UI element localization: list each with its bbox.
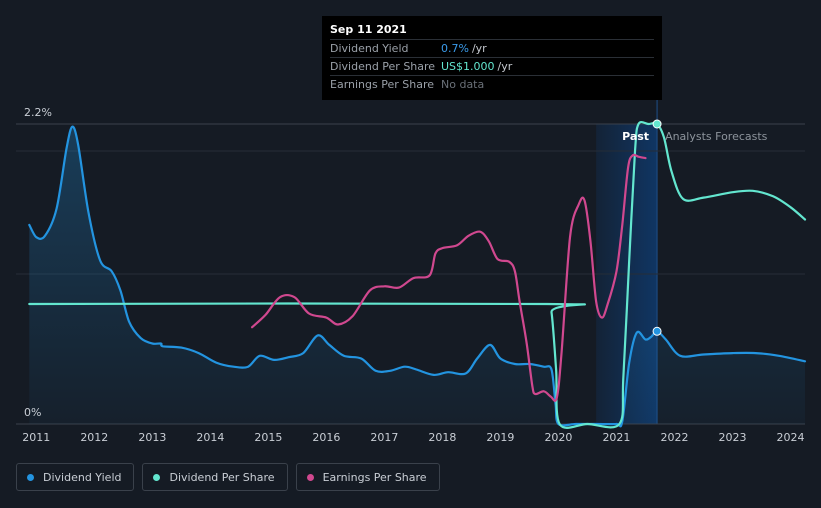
legend: Dividend Yield Dividend Per Share Earnin… — [16, 463, 440, 491]
forecast-label: Analysts Forecasts — [665, 130, 768, 143]
legend-label: Dividend Per Share — [169, 470, 275, 484]
x-tick-label: 2024 — [776, 431, 804, 444]
x-tick-label: 2013 — [138, 431, 166, 444]
legend-item-dividend-per-share[interactable]: Dividend Per Share — [142, 463, 288, 491]
dividend-yield-area — [29, 126, 806, 427]
legend-dot-icon — [27, 473, 34, 481]
dividend-per-share-marker — [652, 119, 662, 129]
x-tick-label: 2011 — [22, 431, 50, 444]
x-tick-label: 2015 — [254, 431, 282, 444]
tooltip-value: US$1.000/yr — [441, 58, 512, 75]
x-tick-label: 2012 — [80, 431, 108, 444]
past-label: Past — [622, 130, 649, 143]
tooltip-unit: /yr — [497, 60, 513, 73]
tooltip-label: Dividend Per Share — [330, 60, 436, 73]
tooltip-dps-value: US$1.000 — [441, 60, 495, 73]
x-tick-label: 2019 — [486, 431, 514, 444]
tooltip-unit: /yr — [471, 42, 487, 55]
tooltip-row-dividend-yield: Dividend Yield 0.7%/yr — [330, 39, 654, 57]
tooltip-yield-value: 0.7% — [441, 42, 469, 55]
legend-item-dividend-yield[interactable]: Dividend Yield — [16, 463, 135, 491]
tooltip-panel: Sep 11 2021 Dividend Yield 0.7%/yr Divid… — [322, 16, 662, 100]
tooltip-date: Sep 11 2021 — [330, 23, 407, 36]
legend-dot-icon — [153, 473, 161, 481]
dividend-yield-marker — [652, 326, 662, 336]
tooltip-value: 0.7%/yr — [441, 40, 487, 57]
legend-dot-icon — [306, 473, 314, 481]
x-tick-label: 2022 — [660, 431, 688, 444]
x-tick-label: 2014 — [196, 431, 224, 444]
legend-label: Earnings Per Share — [322, 470, 427, 484]
dividend-yield-line — [28, 125, 807, 428]
x-tick-label: 2020 — [544, 431, 572, 444]
x-tick-label: 2016 — [312, 431, 340, 444]
tooltip-label: Earnings Per Share — [330, 78, 435, 91]
x-tick-label: 2023 — [718, 431, 746, 444]
x-tick-label: 2018 — [428, 431, 456, 444]
tooltip-label: Dividend Yield — [330, 42, 409, 55]
tooltip-row-dividend-per-share: Dividend Per Share US$1.000/yr — [330, 57, 654, 75]
x-tick-label: 2017 — [370, 431, 398, 444]
dividend-per-share-line — [28, 120, 807, 429]
tooltip-row-earnings-per-share: Earnings Per Share No data — [330, 75, 654, 93]
tooltip-eps-value: No data — [441, 78, 485, 91]
y-tick-label: 2.2% — [24, 106, 52, 119]
earnings-per-share-line — [251, 153, 647, 402]
legend-label: Dividend Yield — [43, 470, 122, 484]
y-tick-label: 0% — [24, 406, 41, 419]
legend-item-earnings-per-share[interactable]: Earnings Per Share — [295, 463, 440, 491]
x-tick-label: 2021 — [602, 431, 630, 444]
